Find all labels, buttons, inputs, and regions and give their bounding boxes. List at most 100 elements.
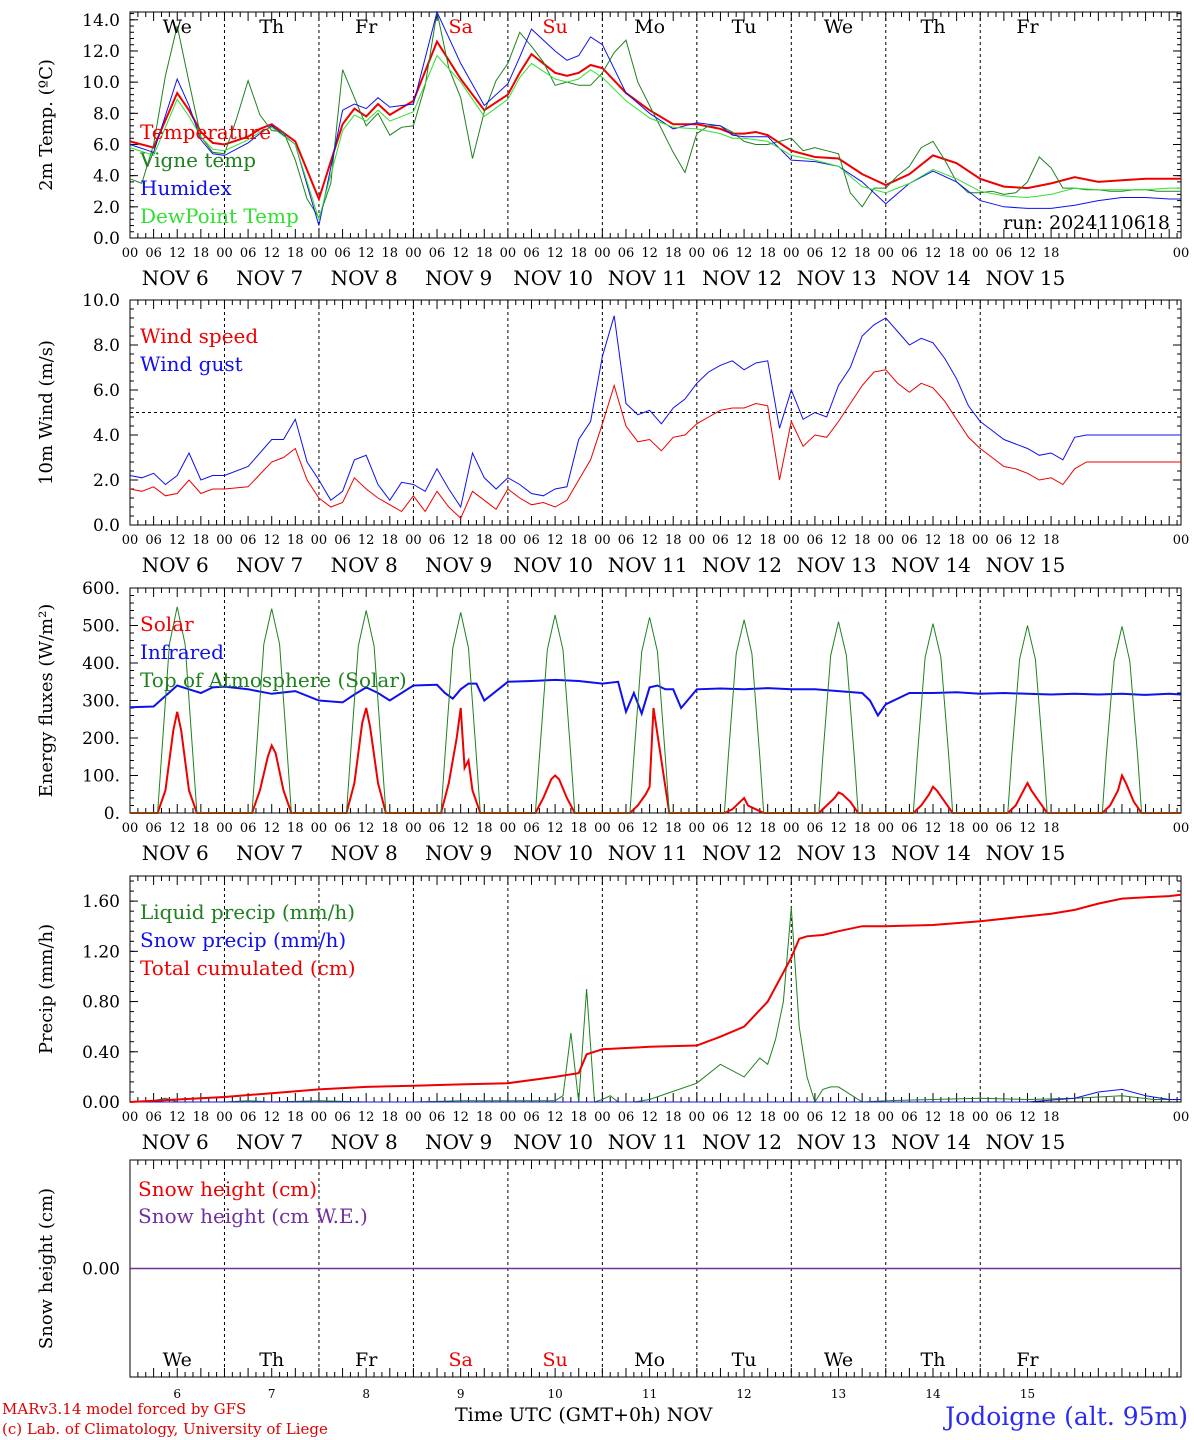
hour-tick-label: 06: [240, 533, 257, 548]
weekday-label-bottom: Sa: [448, 1349, 472, 1371]
panel-energy: 0. 100. 200. 300. 400. 500. 600. Energy fluxes …: [36, 579, 1189, 865]
hour-tick-label: 18: [1043, 821, 1060, 836]
y-axis-label: Snow height (cm): [36, 1188, 57, 1349]
hour-tick-label: 00: [878, 821, 895, 836]
legend-entry: Wind gust: [140, 352, 243, 376]
hour-tick-label: 18: [1043, 533, 1060, 548]
hour-tick-label: 06: [145, 533, 162, 548]
hour-tick-label: 12: [452, 533, 469, 548]
hour-tick-label: 00: [1173, 821, 1190, 836]
y-tick-label: 0.40: [82, 1043, 120, 1063]
hour-tick-label: 12: [641, 533, 658, 548]
hour-tick-label: 06: [523, 246, 540, 261]
hour-tick-label: 12: [263, 246, 280, 261]
y-tick-label: 200.: [82, 729, 120, 749]
series-wind-gust: [129, 315, 1181, 509]
day-number-label: 9: [457, 1387, 465, 1401]
weekday-label-top: Sa: [448, 16, 472, 38]
hour-tick-label: 12: [263, 1110, 280, 1125]
date-label: NOV 12: [702, 553, 782, 577]
date-label: NOV 7: [236, 266, 303, 290]
hour-tick-label: 06: [523, 533, 540, 548]
date-label: NOV 13: [797, 841, 877, 865]
y-tick-label: 14.0: [82, 11, 120, 31]
hour-tick-label: 12: [925, 533, 942, 548]
hour-tick-label: 12: [358, 246, 375, 261]
hour-tick-label: 00: [122, 533, 139, 548]
lab-credit: (c) Lab. of Climatology, University of L…: [2, 1420, 328, 1438]
hour-tick-label: 18: [287, 821, 304, 836]
hour-tick-label: 06: [240, 821, 257, 836]
hour-tick-label: 12: [547, 533, 564, 548]
hour-tick-label: 00: [216, 246, 233, 261]
hour-tick-label: 00: [689, 1110, 706, 1125]
date-label: NOV 14: [891, 553, 971, 577]
y-tick-label: 0.0: [93, 516, 120, 536]
plot-frame: [129, 11, 1182, 239]
y-tick-label: 0.0: [93, 229, 120, 249]
weekday-label-top: Fr: [355, 16, 378, 38]
hour-tick-label: 12: [925, 246, 942, 261]
hour-tick-label: 00: [594, 1110, 611, 1125]
y-tick-label: 0.00: [82, 1093, 120, 1113]
hour-tick-label: 12: [830, 821, 847, 836]
hour-tick-label: 00: [878, 1110, 895, 1125]
hour-tick-label: 06: [618, 821, 635, 836]
hour-tick-label: 18: [854, 1110, 871, 1125]
y-tick-label: 0.00: [82, 1260, 120, 1280]
hour-tick-label: 12: [1019, 533, 1036, 548]
hour-tick-label: 06: [429, 1110, 446, 1125]
date-label: NOV 11: [608, 553, 688, 577]
hour-tick-label: 18: [948, 246, 965, 261]
hour-tick-label: 06: [996, 533, 1013, 548]
hour-tick-label: 18: [476, 821, 493, 836]
hour-tick-label: 18: [1043, 246, 1060, 261]
x-axis-title: Time UTC (GMT+0h) NOV: [455, 1404, 713, 1426]
hour-tick-label: 00: [311, 1110, 328, 1125]
hour-tick-label: 12: [263, 821, 280, 836]
hour-tick-label: 18: [854, 533, 871, 548]
date-label: NOV 15: [986, 1130, 1066, 1154]
hour-tick-label: 00: [311, 246, 328, 261]
date-label: NOV 9: [425, 1130, 492, 1154]
hour-tick-label: 12: [452, 246, 469, 261]
hour-tick-label: 12: [547, 1110, 564, 1125]
panel-temperature: 0.0 2.0 4.0 6.0 8.0 10.0 12.0 14.0 2m Temp. (ºC)…: [36, 10, 1189, 290]
y-tick-label: 12.0: [82, 42, 120, 62]
hour-tick-label: 18: [382, 246, 399, 261]
hour-tick-label: 18: [948, 1110, 965, 1125]
hour-tick-label: 06: [807, 1110, 824, 1125]
hour-tick-label: 06: [996, 246, 1013, 261]
hour-tick-label: 18: [193, 821, 210, 836]
date-label: NOV 7: [236, 841, 303, 865]
hour-tick-label: 18: [193, 1110, 210, 1125]
date-label: NOV 9: [425, 553, 492, 577]
weekday-label-top: We: [163, 16, 192, 38]
date-label: NOV 10: [513, 266, 593, 290]
hour-tick-label: 12: [830, 533, 847, 548]
panel-wind: 0.0 2.0 4.0 6.0 8.0 10.0 10m Wind (m/s) Wind sp…: [36, 291, 1189, 577]
weekday-label-top: Th: [259, 16, 284, 38]
hour-tick-label: 06: [429, 533, 446, 548]
hour-tick-label: 12: [1019, 1110, 1036, 1125]
y-tick-label: 8.0: [93, 104, 120, 124]
hour-tick-label: 12: [736, 1110, 753, 1125]
y-tick-label: 0.: [104, 804, 120, 824]
y-tick-label: 6.0: [93, 381, 120, 401]
hour-tick-label: 12: [169, 246, 186, 261]
hour-tick-label: 06: [901, 1110, 918, 1125]
hour-tick-label: 12: [358, 533, 375, 548]
date-label: NOV 13: [797, 1130, 877, 1154]
weekday-label-bottom: Mo: [634, 1349, 665, 1371]
hour-tick-label: 18: [665, 533, 682, 548]
date-label: NOV 9: [425, 266, 492, 290]
hour-tick-label: 12: [641, 821, 658, 836]
run-label: run: 2024110618: [1003, 212, 1170, 234]
hour-tick-label: 18: [665, 246, 682, 261]
hour-tick-label: 00: [216, 821, 233, 836]
date-label: NOV 7: [236, 553, 303, 577]
legend-entry: Snow height (cm W.E.): [138, 1204, 368, 1228]
date-label: NOV 14: [891, 266, 971, 290]
hour-tick-label: 12: [925, 821, 942, 836]
hour-tick-label: 12: [452, 821, 469, 836]
